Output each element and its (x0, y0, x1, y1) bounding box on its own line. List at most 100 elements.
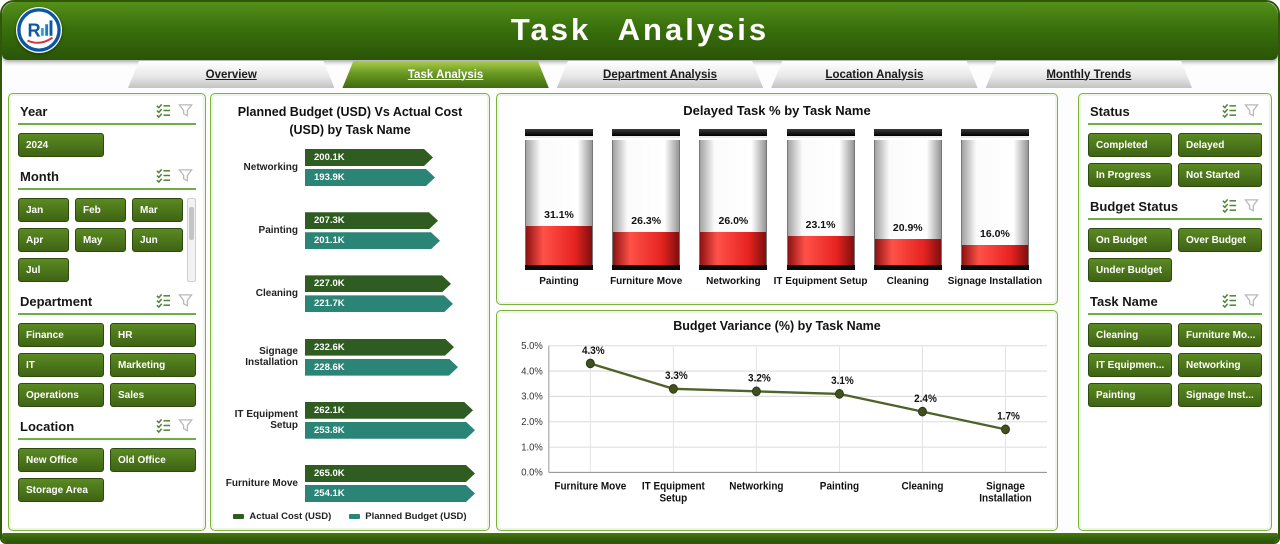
legend-swatch (233, 514, 245, 519)
slicer-button-under-budget[interactable]: Under Budget (1088, 258, 1172, 282)
multiselect-icon[interactable] (1222, 293, 1238, 309)
tab-task-analysis[interactable]: Task Analysis (342, 61, 548, 88)
slicer-button-marketing[interactable]: Marketing (110, 353, 196, 377)
slicer-button-2024[interactable]: 2024 (18, 133, 104, 157)
chart-title: Delayed Task % by Task Name (683, 103, 871, 118)
multiselect-icon[interactable] (156, 168, 172, 184)
multiselect-icon[interactable] (1222, 103, 1238, 119)
y-tick-label: 3.0% (521, 391, 543, 402)
slicer-button-cleaning[interactable]: Cleaning (1088, 323, 1172, 347)
category-label: IT Equipment Setup (773, 276, 868, 287)
column-top-cap (960, 129, 1029, 138)
clear-filter-icon[interactable] (178, 168, 194, 184)
column-bottom-cap (699, 265, 768, 270)
slicer-button-not-started[interactable]: Not Started (1178, 163, 1262, 187)
column-bottom-cap (960, 265, 1029, 270)
thermometer-column: 26.0% Networking (697, 129, 769, 287)
slicer-button-jun[interactable]: Jun (132, 228, 183, 252)
y-tick-label: 0.0% (521, 467, 543, 478)
slicer-button-jan[interactable]: Jan (18, 198, 69, 222)
slicer-title: Department (20, 293, 93, 309)
y-tick-label: 1.0% (521, 442, 543, 453)
slicer-button-networking[interactable]: Networking (1178, 353, 1262, 377)
clear-filter-icon[interactable] (1244, 293, 1260, 309)
data-point (585, 358, 595, 369)
bar-row: Furniture Move 265.0K 254.1K (219, 465, 481, 502)
slicer-year: Year 2024 (18, 102, 196, 157)
slicer-button-over-budget[interactable]: Over Budget (1178, 228, 1262, 252)
slicer-button-sales[interactable]: Sales (110, 383, 196, 407)
value-label: 26.0% (718, 215, 749, 227)
data-point (834, 389, 844, 399)
slicer-title: Status (1090, 103, 1130, 119)
multiselect-icon[interactable] (156, 293, 172, 309)
value-label: 23.1% (805, 219, 836, 231)
slicer-title: Location (20, 418, 75, 434)
bar-actual-cost-usd: 232.6K (305, 339, 454, 356)
column-top-cap (525, 129, 593, 138)
slicer-budget-status: Budget Status On Budget Over Budget Under B… (1088, 197, 1262, 282)
variance-line-plot: 0.0% 1.0% 2.0% 3.0% 4.0% 5.0% 4.3% 3.3% 3.2% 3.1%… (521, 341, 1048, 505)
tab-department-analysis[interactable]: Department Analysis (557, 61, 763, 88)
tab-monthly-trends[interactable]: Monthly Trends (986, 61, 1192, 88)
multiselect-icon[interactable] (156, 418, 172, 434)
slicer-button-jul[interactable]: Jul (18, 258, 69, 282)
column-top-cap (786, 129, 855, 138)
data-label: 3.2% (748, 373, 771, 384)
tab-location-analysis[interactable]: Location Analysis (771, 61, 977, 88)
slicer-button-in-progress[interactable]: In Progress (1088, 163, 1172, 187)
category-label: IT Equipment Setup (234, 408, 298, 432)
multiselect-icon[interactable] (1222, 198, 1238, 214)
bar-planned-budget-usd: 201.1K (305, 232, 440, 249)
slicer-button-on-budget[interactable]: On Budget (1088, 228, 1172, 252)
clear-filter-icon[interactable] (178, 293, 194, 309)
bar-planned-budget-usd: 193.9K (305, 169, 435, 186)
category-label: Cleaning (255, 288, 298, 300)
legend-item: Actual Cost (USD) (233, 511, 331, 522)
clear-filter-icon[interactable] (178, 103, 194, 119)
delayed-percent-fill (874, 239, 941, 265)
slicer-button-hr[interactable]: HR (110, 323, 196, 347)
clear-filter-icon[interactable] (178, 418, 194, 434)
slicer-button-finance[interactable]: Finance (18, 323, 104, 347)
slicer-button-it[interactable]: IT (18, 353, 104, 377)
slicer-button-furniture-mo[interactable]: Furniture Mo... (1178, 323, 1262, 347)
slicer-button-operations[interactable]: Operations (18, 383, 104, 407)
data-point (917, 406, 927, 417)
slicer-button-signage-inst[interactable]: Signage Inst... (1178, 383, 1262, 407)
data-label: 1.7% (997, 411, 1020, 422)
thermometer-column: 16.0% Signage Installation (948, 129, 1042, 287)
tab-overview[interactable]: Overview (128, 61, 334, 88)
slicer-button-old-office[interactable]: Old Office (110, 448, 196, 472)
slicer-button-may[interactable]: May (75, 228, 126, 252)
slicer-button-new-office[interactable]: New Office (18, 448, 104, 472)
bar-planned-budget-usd: 254.1K (305, 485, 475, 502)
thermometer-columns: 31.1% Painting 26.3% Furniture Move 26.0% Net… (507, 129, 1047, 287)
slicer-month: Month Jan Feb Mar Apr May Jun Jul (18, 167, 196, 282)
slicer-button-feb[interactable]: Feb (75, 198, 126, 222)
scrollbar[interactable] (187, 198, 196, 282)
slicer-button-completed[interactable]: Completed (1088, 133, 1172, 157)
slicer-title: Budget Status (1090, 198, 1179, 214)
header-banner: Task Analysis (2, 2, 1278, 60)
bar-planned-budget-usd: 253.8K (305, 422, 475, 439)
clear-filter-icon[interactable] (1244, 198, 1260, 214)
budget-vs-actual-chart: Planned Budget (USD) Vs Actual Cost (USD… (210, 93, 490, 531)
slicer-button-it-equipmen[interactable]: IT Equipmen... (1088, 353, 1172, 377)
slicer-button-painting[interactable]: Painting (1088, 383, 1172, 407)
category-label: Signage Installation (245, 345, 298, 369)
multiselect-icon[interactable] (156, 103, 172, 119)
column-top-cap (873, 129, 942, 138)
slicer-button-apr[interactable]: Apr (18, 228, 69, 252)
category-label: Furniture Move (225, 477, 298, 489)
budget-variance-chart: Budget Variance (%) by Task Name 0.0% 1.0… (496, 310, 1058, 531)
clear-filter-icon[interactable] (1244, 103, 1260, 119)
y-tick-label: 4.0% (521, 366, 543, 377)
slicer-department: Department Finance HR IT Marketing Operations… (18, 292, 196, 407)
slicer-button-delayed[interactable]: Delayed (1178, 133, 1262, 157)
slicer-button-storage-area[interactable]: Storage Area (18, 478, 104, 502)
scrollbar-thumb[interactable] (189, 207, 194, 240)
bar-actual-cost-usd: 262.1K (305, 402, 473, 419)
svg-text:R: R (28, 21, 41, 41)
slicer-button-mar[interactable]: Mar (132, 198, 183, 222)
